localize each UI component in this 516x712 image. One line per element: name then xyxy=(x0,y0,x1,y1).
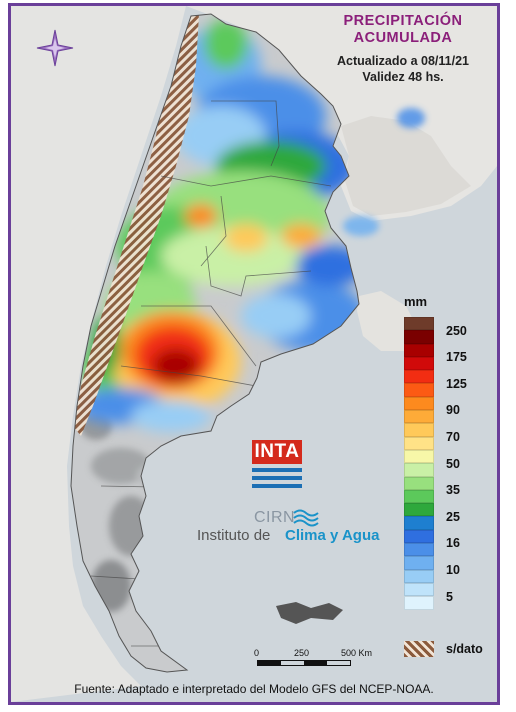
legend-label: 125 xyxy=(446,376,467,391)
map-title-line2: ACUMULADA xyxy=(353,30,453,46)
legend-swatch xyxy=(404,330,434,344)
scale-bar-segment xyxy=(304,661,327,665)
legend-swatch xyxy=(404,582,434,597)
scale-label-mid: 250 xyxy=(294,648,310,658)
legend-swatch xyxy=(404,543,434,557)
scale-label-end: 500 Km xyxy=(341,648,373,658)
inta-logo-bar xyxy=(252,476,302,480)
legend-swatch xyxy=(404,410,434,424)
legend-swatch xyxy=(404,343,434,357)
legend-label: 35 xyxy=(446,483,460,498)
institute-name-a: Instituto de xyxy=(197,527,271,544)
legend-swatch xyxy=(404,423,434,437)
scale-label-zero: 0 xyxy=(254,648,260,658)
legend-unit: mm xyxy=(404,294,428,309)
scale-bar xyxy=(257,660,351,666)
legend-label: 50 xyxy=(446,456,460,471)
legend-label: 175 xyxy=(446,350,467,365)
legend-swatch xyxy=(404,529,434,544)
precipitation-map xyxy=(11,6,497,702)
legend-label: 70 xyxy=(446,430,460,445)
legend-swatch xyxy=(404,436,434,450)
legend-label: 90 xyxy=(446,403,460,418)
legend-swatch xyxy=(404,569,434,583)
cirn-logo-text: CIRN xyxy=(254,509,296,526)
institute-name-b: Clima y Agua xyxy=(285,527,380,544)
legend-swatch xyxy=(404,516,434,530)
legend-swatch xyxy=(404,556,434,570)
legend-label: 16 xyxy=(446,536,460,551)
legend-color-scale xyxy=(404,317,438,610)
inta-logo: INTA xyxy=(252,440,302,464)
legend-swatch xyxy=(404,356,434,371)
legend-swatch xyxy=(404,463,434,477)
legend-swatch xyxy=(404,489,434,504)
legend-swatch xyxy=(404,383,434,397)
legend-label: 25 xyxy=(446,509,460,524)
nodata-label: s/dato xyxy=(446,642,483,656)
legend-swatch xyxy=(404,476,434,490)
legend-swatch xyxy=(404,396,434,411)
legend-swatch xyxy=(404,317,434,331)
compass-rose-icon xyxy=(36,29,74,67)
legend-swatch xyxy=(404,503,434,517)
cirn-wave-icon xyxy=(293,509,319,527)
map-frame xyxy=(8,3,500,705)
inta-logo-bar xyxy=(252,484,302,488)
validity-period: Validez 48 hs. xyxy=(362,70,444,84)
update-date: Actualizado a 08/11/21 xyxy=(336,54,469,68)
nodata-swatch xyxy=(404,641,434,657)
scale-bar-segment xyxy=(258,661,281,665)
legend-swatch xyxy=(404,596,434,610)
legend-swatch xyxy=(404,449,434,464)
legend-swatch xyxy=(404,370,434,384)
inta-logo-bar xyxy=(252,468,302,472)
map-title-line1: PRECIPITACIÓN xyxy=(343,13,463,29)
source-credit: Fuente: Adaptado e interpretado del Mode… xyxy=(74,682,434,696)
legend-label: 5 xyxy=(446,589,453,604)
legend-label: 250 xyxy=(446,323,467,338)
legend-label: 10 xyxy=(446,563,460,578)
